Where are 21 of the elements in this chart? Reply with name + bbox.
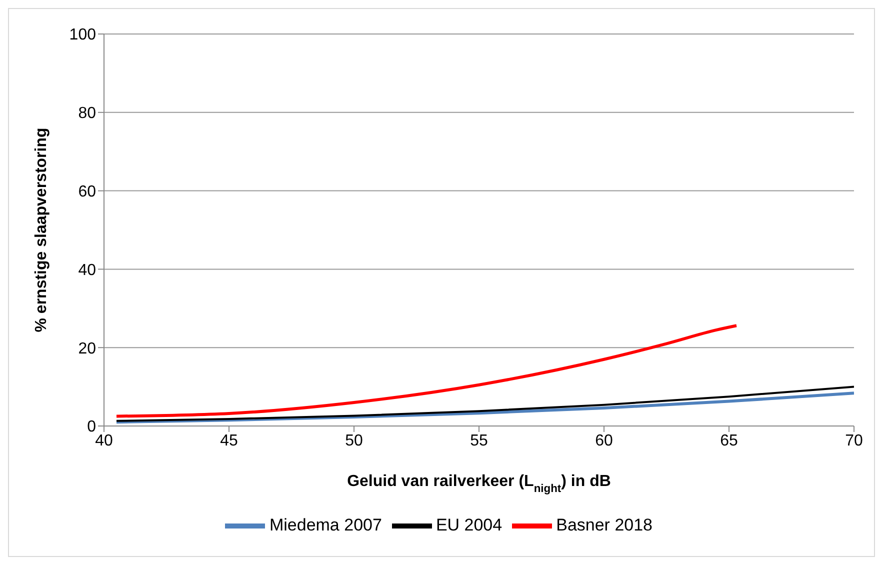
y-tick-label: 40 — [78, 262, 96, 279]
y-axis-title: % ernstige slaapverstoring — [33, 128, 50, 332]
line-series — [115, 324, 738, 418]
x-axis-title: Geluid van railverkeer (L$_{night}$) in dB — [347, 473, 611, 495]
x-tick-label: 60 — [595, 432, 613, 450]
x-tick-label: 55 — [470, 432, 488, 450]
x-tick-label: 70 — [845, 432, 863, 450]
y-tick-label: 100 — [69, 26, 96, 44]
x-tick-label: 40 — [95, 432, 113, 450]
legend-label: Basner 2018 — [556, 515, 653, 534]
line-series — [115, 392, 854, 424]
y-tick-label: 0 — [87, 418, 96, 436]
line-series — [116, 386, 854, 422]
y-tick-label: 80 — [78, 105, 96, 122]
y-tick-label: 20 — [78, 340, 96, 358]
x-tick-label: 65 — [720, 432, 738, 450]
y-tick-label: 60 — [78, 183, 96, 200]
x-tick-label: 45 — [220, 432, 238, 450]
x-tick-label: 50 — [345, 432, 363, 450]
legend-label: Miedema 2007 — [269, 515, 382, 534]
legend-label: EU 2004 — [436, 515, 502, 534]
